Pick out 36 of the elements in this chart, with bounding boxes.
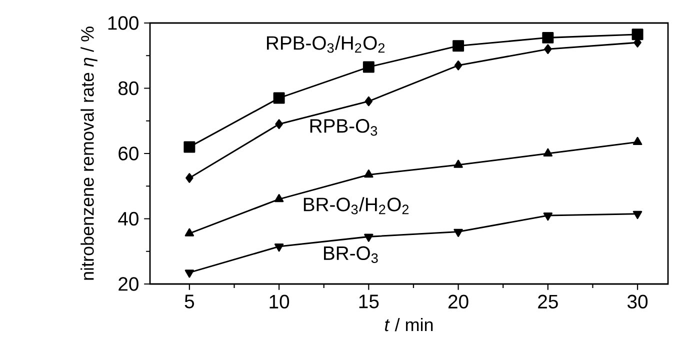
x-tick-label: 30 [628, 294, 648, 309]
point [275, 119, 283, 130]
y-tick-label: 80 [118, 81, 138, 96]
point [364, 170, 374, 178]
x-tick-label: 25 [538, 294, 558, 309]
point [362, 61, 374, 73]
point [186, 173, 194, 183]
point [454, 60, 462, 70]
x-tick-label: 15 [359, 294, 379, 308]
y-tick-label: 20 [118, 277, 138, 291]
y-tick-label: 100 [108, 16, 138, 30]
series-label: BR-O$_{3}$ [324, 246, 378, 263]
point [632, 136, 642, 146]
x-tick-label: 5 [184, 294, 194, 308]
x-tick-label: 10 [270, 294, 290, 309]
point [184, 270, 194, 278]
series-label: RPB-O$_{3}$/H$_{2}$O$_{2}$ [266, 36, 385, 53]
point [542, 32, 554, 44]
y-tick-label: 40 [118, 212, 138, 226]
series-label: RPB-O$_{3}$ [310, 119, 378, 136]
point [364, 234, 374, 242]
point [544, 44, 552, 54]
point [454, 228, 463, 237]
x-tick-label: 20 [448, 294, 468, 309]
point [273, 92, 285, 104]
point [274, 244, 284, 252]
point [184, 141, 196, 153]
point [452, 40, 464, 52]
point [632, 28, 644, 40]
x-axis-title: t / min [385, 318, 433, 332]
point [364, 96, 373, 106]
point [543, 212, 553, 221]
y-axis-title: nitrobenzene removal rate η / % [80, 26, 98, 280]
y-tick-label: 60 [118, 146, 138, 160]
point [632, 210, 642, 220]
series-label: BR-O$_{3}$/H$_{2}$O$_{2}$ [304, 197, 409, 214]
